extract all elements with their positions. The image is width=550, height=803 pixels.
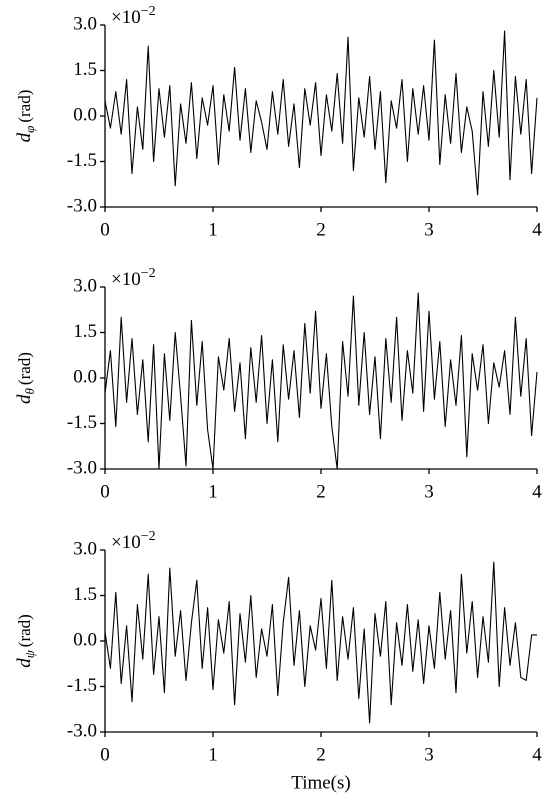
- multiplier-exponent: −2: [141, 4, 156, 19]
- x-tick-label: 3: [424, 481, 434, 502]
- y-tick-label: -1.5: [67, 412, 97, 433]
- y-label-symbol: d: [14, 394, 35, 404]
- y-label-subscript: φ: [22, 126, 37, 133]
- x-tick-label: 3: [424, 219, 434, 240]
- y-label-unit: (rad): [15, 352, 34, 385]
- x-tick-label: 0: [100, 481, 110, 502]
- y-tick-label: 0.0: [73, 366, 97, 387]
- y-label-subscript: ψ: [22, 649, 37, 658]
- y-tick-label: -3.0: [67, 195, 97, 216]
- x-tick-label: 4: [532, 219, 542, 240]
- data-line: [104, 561, 537, 724]
- y-tick-label: 1.5: [73, 584, 97, 605]
- multiplier-exponent: −2: [141, 529, 156, 544]
- axis-multiplier: ×10−2: [111, 529, 156, 553]
- y-label-unit: (rad): [15, 90, 34, 123]
- multiplier-exponent: −2: [141, 266, 156, 281]
- y-tick-label: 0.0: [73, 104, 97, 125]
- y-tick-label: 3.0: [73, 275, 97, 296]
- y-tick-label: -3.0: [67, 720, 97, 741]
- x-tick-label: 0: [100, 744, 110, 765]
- multiplier-base: ×10: [111, 7, 141, 28]
- y-tick-label: 1.5: [73, 321, 97, 342]
- axis-multiplier: ×10−2: [111, 266, 156, 290]
- x-tick-label: 2: [316, 481, 326, 502]
- y-axis-label: dφ (rad): [14, 90, 37, 143]
- y-tick-label: 0.0: [73, 629, 97, 650]
- x-tick-label: 4: [532, 481, 542, 502]
- multiplier-base: ×10: [111, 532, 141, 553]
- y-label-unit: (rad): [15, 614, 34, 647]
- y-label-symbol: d: [14, 658, 35, 668]
- x-tick-label: 1: [208, 481, 218, 502]
- y-axis-label: dψ (rad): [14, 614, 37, 668]
- data-line: [104, 30, 538, 196]
- axis-multiplier: ×10−2: [111, 4, 156, 28]
- x-axis-label: Time(s): [291, 772, 350, 793]
- y-tick-label: 1.5: [73, 59, 97, 80]
- x-tick-label: 1: [208, 219, 218, 240]
- y-tick-label: 3.0: [73, 13, 97, 34]
- x-tick-label: 3: [424, 744, 434, 765]
- multiplier-base: ×10: [111, 269, 141, 290]
- y-axis-label: dθ (rad): [14, 352, 37, 404]
- y-tick-label: -1.5: [67, 150, 97, 171]
- x-tick-label: 2: [316, 744, 326, 765]
- x-tick-label: 0: [100, 219, 110, 240]
- x-tick-label: 1: [208, 744, 218, 765]
- y-tick-label: 3.0: [73, 538, 97, 559]
- data-line: [104, 292, 538, 470]
- x-tick-label: 2: [316, 219, 326, 240]
- y-tick-label: -1.5: [67, 675, 97, 696]
- x-tick-label: 4: [532, 744, 542, 765]
- y-label-symbol: d: [14, 132, 35, 142]
- y-tick-label: -3.0: [67, 457, 97, 478]
- y-label-subscript: θ: [22, 387, 37, 394]
